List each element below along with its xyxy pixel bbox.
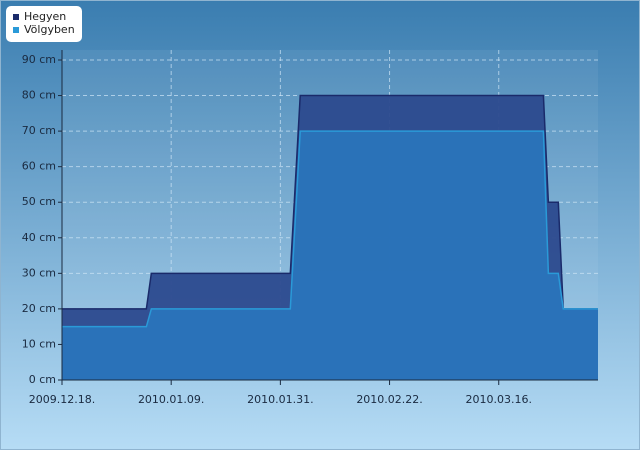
y-tick-label: 90 cm [22,53,56,66]
y-tick-label: 0 cm [29,373,56,386]
legend-label: Völgyben [24,23,75,36]
x-tick-label: 2010.03.16. [465,393,531,406]
y-tick-label: 50 cm [22,195,56,208]
x-tick-label: 2010.02.22. [356,393,422,406]
y-tick-label: 10 cm [22,337,56,350]
x-tick-label: 2010.01.31. [247,393,313,406]
legend-swatch [13,14,19,20]
y-tick-label: 30 cm [22,266,56,279]
y-tick-label: 80 cm [22,89,56,102]
y-tick-label: 60 cm [22,160,56,173]
y-tick-label: 40 cm [22,231,56,244]
legend-box [6,6,82,42]
legend-label: Hegyen [24,10,66,23]
plot [62,94,598,381]
y-tick-label: 20 cm [22,302,56,315]
legend-swatch [13,27,19,33]
area-line [62,130,598,328]
y-tick-label: 70 cm [22,124,56,137]
axes: 0 cm 10 cm 20 cm 30 cm 40 cm 50 cm 60 cm 70 cm 8… [22,50,598,406]
x-tick-label: 2010.01.09. [138,393,204,406]
area-line [62,94,598,310]
area [62,131,598,380]
x-tick-label: 2009.12.18. [29,393,95,406]
